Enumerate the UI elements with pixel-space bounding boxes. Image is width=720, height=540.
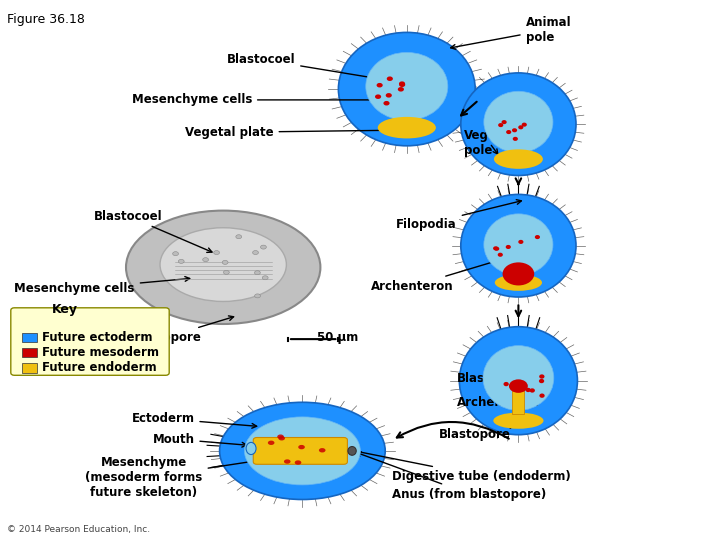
Bar [22, 363, 37, 373]
Text: Animal
pole: Animal pole [451, 16, 571, 49]
Ellipse shape [236, 235, 242, 239]
Text: Future mesoderm: Future mesoderm [42, 346, 158, 359]
Text: Vegetal plate: Vegetal plate [185, 126, 413, 139]
Ellipse shape [503, 262, 534, 286]
Ellipse shape [506, 130, 511, 134]
Ellipse shape [509, 379, 528, 393]
Ellipse shape [254, 271, 261, 275]
Ellipse shape [375, 94, 381, 99]
Ellipse shape [214, 251, 220, 254]
Ellipse shape [160, 228, 287, 301]
Ellipse shape [246, 442, 256, 455]
Ellipse shape [284, 460, 291, 464]
Ellipse shape [338, 32, 475, 146]
Text: Blastocoel: Blastocoel [227, 53, 388, 82]
Ellipse shape [498, 123, 503, 127]
Ellipse shape [203, 258, 209, 262]
Text: Blastocoel: Blastocoel [94, 210, 212, 252]
Ellipse shape [530, 388, 535, 393]
Ellipse shape [518, 125, 523, 130]
Text: Digestive tube (endoderm): Digestive tube (endoderm) [331, 445, 571, 483]
Text: Mesenchyme cells: Mesenchyme cells [14, 276, 190, 295]
Ellipse shape [387, 77, 393, 81]
Ellipse shape [277, 435, 284, 439]
Ellipse shape [503, 382, 509, 386]
Text: Filopodia: Filopodia [396, 200, 521, 231]
Ellipse shape [384, 101, 390, 105]
Bar [513, 384, 524, 414]
Text: Blastocoel: Blastocoel [457, 372, 532, 384]
Ellipse shape [461, 194, 576, 297]
Ellipse shape [294, 460, 302, 465]
Ellipse shape [539, 379, 544, 383]
Bar [22, 348, 37, 357]
Ellipse shape [386, 93, 392, 98]
Text: Archenteron: Archenteron [371, 257, 507, 293]
Ellipse shape [377, 83, 383, 87]
Ellipse shape [483, 346, 554, 410]
Ellipse shape [319, 448, 325, 453]
Ellipse shape [526, 388, 531, 392]
Ellipse shape [279, 436, 285, 441]
Ellipse shape [173, 252, 179, 255]
Ellipse shape [126, 211, 320, 324]
Text: Vegetal
pole: Vegetal pole [464, 129, 515, 157]
Ellipse shape [518, 240, 523, 244]
FancyBboxPatch shape [11, 308, 169, 375]
Ellipse shape [484, 214, 553, 275]
Ellipse shape [397, 87, 404, 92]
FancyBboxPatch shape [253, 437, 347, 464]
Ellipse shape [399, 82, 405, 86]
Text: Blastopore: Blastopore [439, 424, 515, 441]
Ellipse shape [366, 52, 448, 120]
Ellipse shape [253, 251, 258, 254]
Ellipse shape [268, 441, 274, 445]
Ellipse shape [399, 83, 405, 87]
Text: Figure 36.18: Figure 36.18 [7, 14, 85, 26]
Ellipse shape [493, 413, 544, 429]
Ellipse shape [505, 245, 511, 249]
Ellipse shape [484, 91, 553, 153]
Ellipse shape [539, 394, 544, 398]
Ellipse shape [222, 260, 228, 265]
Ellipse shape [348, 447, 356, 455]
Ellipse shape [502, 120, 507, 124]
Text: Mesenchyme
(mesoderm forms
future skeleton): Mesenchyme (mesoderm forms future skelet… [86, 455, 282, 500]
Ellipse shape [522, 123, 527, 127]
Text: Archenteron: Archenteron [457, 396, 540, 409]
Ellipse shape [262, 276, 268, 280]
Ellipse shape [493, 246, 498, 251]
Text: Mesenchyme cells: Mesenchyme cells [132, 93, 395, 106]
Ellipse shape [298, 445, 305, 449]
Ellipse shape [223, 271, 229, 274]
Ellipse shape [513, 137, 518, 141]
Text: 50 μm: 50 μm [317, 331, 358, 344]
Text: Future ectoderm: Future ectoderm [42, 331, 152, 344]
Ellipse shape [494, 150, 543, 169]
Text: Mouth: Mouth [153, 433, 247, 447]
Ellipse shape [255, 294, 261, 298]
Text: Blastopore: Blastopore [130, 316, 233, 344]
Text: Key: Key [52, 303, 78, 316]
Ellipse shape [244, 417, 360, 485]
Ellipse shape [459, 327, 577, 435]
Text: © 2014 Pearson Education, Inc.: © 2014 Pearson Education, Inc. [7, 524, 150, 534]
Ellipse shape [495, 274, 542, 291]
Ellipse shape [378, 117, 436, 138]
Ellipse shape [220, 402, 385, 500]
Ellipse shape [512, 128, 517, 132]
Ellipse shape [539, 374, 544, 379]
Ellipse shape [261, 245, 266, 249]
Ellipse shape [498, 253, 503, 257]
Text: Ectoderm: Ectoderm [132, 412, 257, 428]
Text: Future endoderm: Future endoderm [42, 361, 156, 374]
Ellipse shape [494, 247, 499, 251]
Bar [22, 333, 37, 342]
Text: Anus (from blastopore): Anus (from blastopore) [356, 452, 546, 501]
Ellipse shape [535, 235, 540, 239]
Ellipse shape [179, 259, 184, 264]
Ellipse shape [461, 73, 576, 176]
